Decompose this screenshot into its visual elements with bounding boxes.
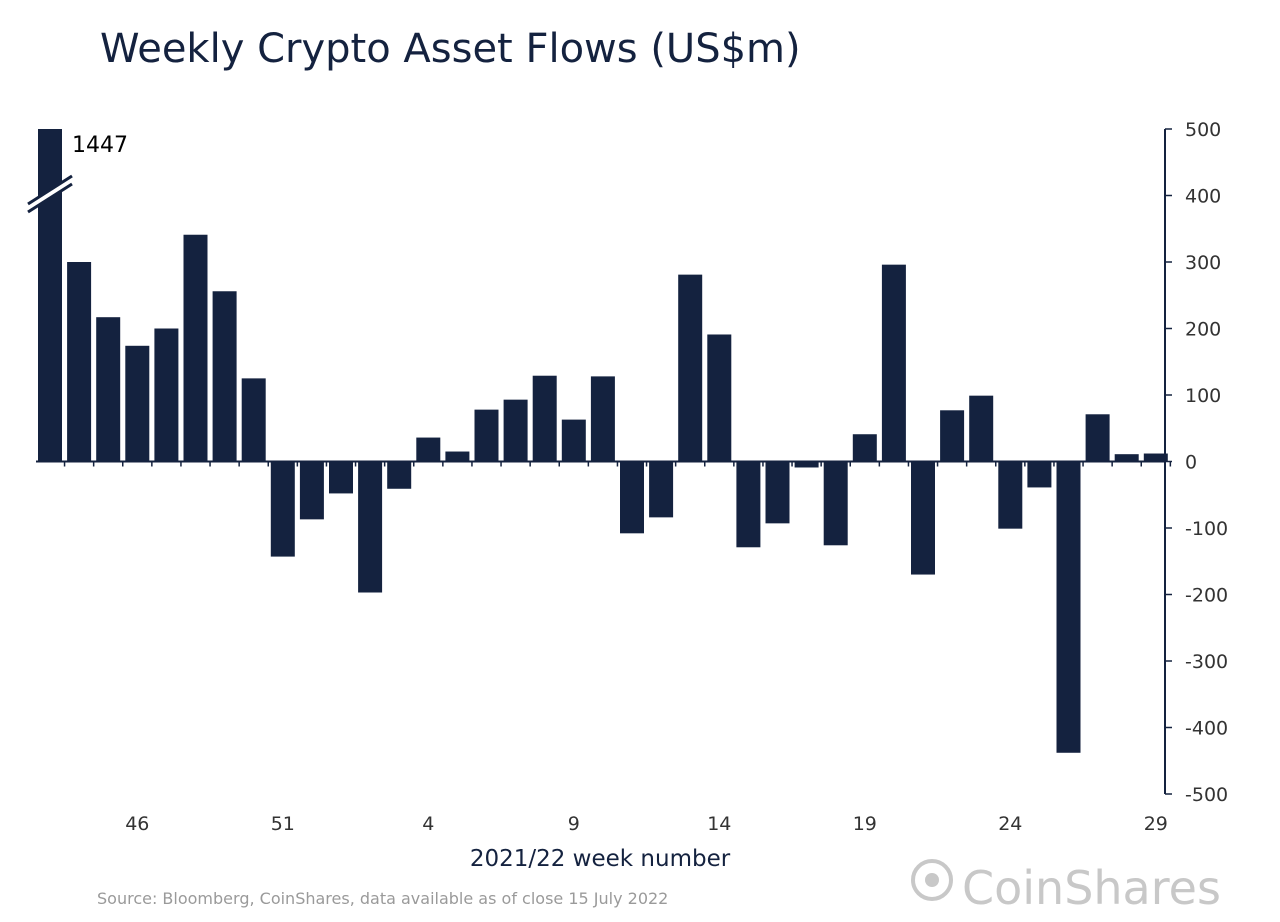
bar-week-5 [445,451,470,462]
bar-week-47 [154,328,179,462]
chart-title: Weekly Crypto Asset Flows (US$m) [100,26,801,72]
x-tick-label: 19 [853,813,877,835]
bar-week-6 [474,409,499,462]
bar-week-2 [358,461,383,593]
x-tick-label: 9 [568,813,580,835]
bar-week-9 [561,419,586,462]
x-tick-label: 51 [271,813,295,835]
y-tick-label: -400 [1185,718,1228,740]
bar-week-7 [503,399,528,462]
bar-week-26 [1056,461,1081,753]
bar-week-20 [881,264,906,462]
coinshares-logo: CoinShares [911,859,1221,915]
bar-week-44 [67,262,92,462]
bar-week-28 [1114,454,1139,462]
x-tick-label: 29 [1144,813,1168,835]
source-note: Source: Bloomberg, CoinShares, data avai… [97,889,668,908]
bar-week-10 [590,376,615,462]
y-tick-label: 400 [1185,186,1221,208]
bar-week-50 [241,378,266,462]
bar-week-24 [998,461,1023,529]
logo-icon [911,859,953,901]
bar-week-52 [299,461,324,520]
bar-week-11 [620,461,644,534]
y-tick-label: -300 [1185,651,1228,673]
bar-week-45 [96,317,121,462]
axis-break-mark [26,174,73,214]
y-tick-label: 200 [1185,319,1221,341]
logo-text: CoinShares [962,861,1221,915]
bar-week-46 [125,345,150,462]
y-tick-label: -200 [1185,585,1228,607]
x-tick-label: 4 [422,813,434,835]
bar-week-19 [852,434,877,462]
bar-week-23 [969,395,994,462]
y-tick-label: -500 [1185,784,1228,806]
bar-week-21 [911,461,935,575]
bar-week-14 [707,334,732,462]
bar-week-4 [416,437,441,462]
bar-week-29 [1143,453,1168,462]
x-axis-label: 2021/22 week number [470,846,731,872]
y-tick-label: -100 [1185,518,1228,540]
bar-week-1 [329,461,353,494]
x-tick-label: 14 [707,813,731,835]
bar-week-22 [940,410,965,462]
y-tick-label: 0 [1185,452,1197,474]
x-tick-label: 46 [125,813,149,835]
x-tick-label: 24 [998,813,1022,835]
bar-week-13 [678,274,703,462]
y-tick-label: 300 [1185,252,1221,274]
bar-week-48 [183,234,208,462]
bar-annotation: 1447 [72,133,128,158]
bar-week-17 [794,461,819,468]
y-tick-label: 500 [1185,119,1221,141]
bar-week-18 [823,461,848,546]
bar-week-25 [1027,461,1052,488]
bar-week-51 [270,461,295,557]
bar-week-8 [532,375,557,462]
bar-week-12 [649,461,674,518]
bar-week-49 [212,291,237,462]
bar-week-15 [736,461,761,548]
bar-week-43 [38,129,62,462]
bar-week-27 [1085,414,1110,462]
y-tick-label: 100 [1185,385,1221,407]
bar-week-3 [387,461,412,489]
bar-week-16 [765,461,790,524]
